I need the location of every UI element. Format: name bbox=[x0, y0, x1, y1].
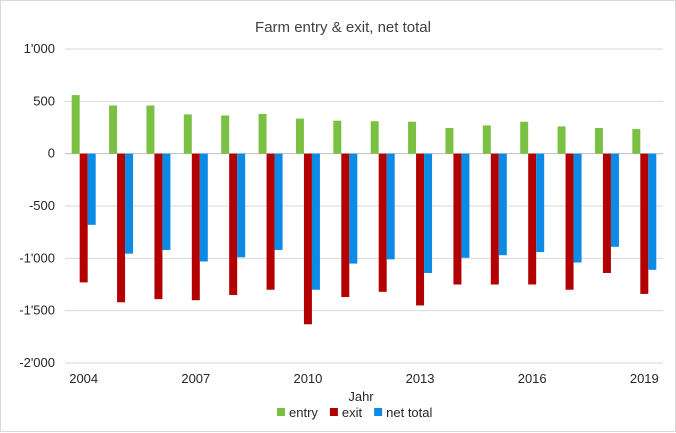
bar-entry bbox=[632, 129, 641, 154]
bar-exit bbox=[602, 153, 611, 273]
x-axis-ticks: 2004 2007 2010 2013 2016 2019 bbox=[69, 371, 659, 386]
bar-entry bbox=[71, 95, 80, 154]
bar-net-total bbox=[648, 153, 657, 270]
bar-entry bbox=[221, 115, 230, 154]
bar-net-total bbox=[87, 153, 96, 225]
legend-swatch bbox=[329, 408, 338, 416]
bar-exit bbox=[229, 153, 238, 295]
bar-net-total bbox=[573, 153, 582, 263]
bar-exit bbox=[453, 153, 462, 285]
bar-entry bbox=[183, 114, 192, 154]
legend-label: entry bbox=[289, 405, 318, 420]
y-tick-label: 0 bbox=[48, 146, 55, 161]
bar-net-total bbox=[311, 153, 320, 290]
x-tick-label: 2010 bbox=[293, 371, 322, 386]
bar-entry bbox=[295, 118, 304, 154]
bar-net-total bbox=[237, 153, 246, 258]
bar-exit bbox=[341, 153, 350, 298]
x-tick-label: 2004 bbox=[69, 371, 98, 386]
y-tick-label: -1'500 bbox=[19, 303, 55, 318]
legend-label: exit bbox=[342, 405, 363, 420]
x-axis-title: Jahr bbox=[348, 389, 374, 404]
legend-label: net total bbox=[386, 405, 432, 420]
y-tick-label: -500 bbox=[29, 198, 55, 213]
bar-net-total bbox=[424, 153, 433, 273]
bar-exit bbox=[154, 153, 163, 300]
bar-entry bbox=[333, 120, 342, 154]
bar-net-total bbox=[125, 153, 134, 254]
bar-exit bbox=[490, 153, 499, 285]
bar-exit bbox=[79, 153, 88, 283]
bar-entry bbox=[408, 121, 417, 154]
y-tick-label: -1'000 bbox=[19, 250, 55, 265]
bar-exit bbox=[565, 153, 574, 290]
bar-entry bbox=[146, 105, 155, 154]
y-axis-ticks: 1'000 500 0 -500 -1'000 -1'500 -2'000 bbox=[19, 41, 55, 370]
bar-entry bbox=[370, 121, 379, 154]
bar-net-total bbox=[498, 153, 507, 256]
bar-net-total bbox=[536, 153, 545, 253]
bar-entry bbox=[109, 105, 118, 154]
bar-net-total bbox=[199, 153, 208, 262]
y-tick-label: -2'000 bbox=[19, 355, 55, 370]
bar-net-total bbox=[386, 153, 395, 260]
bar-exit bbox=[117, 153, 126, 303]
bar-entry bbox=[482, 125, 491, 154]
bar-entry bbox=[594, 128, 603, 154]
bar-net-total bbox=[349, 153, 358, 264]
bar-entry bbox=[520, 121, 529, 154]
y-tick-label: 500 bbox=[33, 93, 55, 108]
bar-exit bbox=[528, 153, 537, 285]
bar-exit bbox=[416, 153, 425, 306]
bar-entry bbox=[258, 113, 267, 154]
bar-exit bbox=[303, 153, 312, 325]
chart-title: Farm entry & exit, net total bbox=[255, 19, 431, 36]
x-tick-label: 2019 bbox=[630, 371, 659, 386]
bar-net-total bbox=[162, 153, 171, 250]
bar-exit bbox=[191, 153, 200, 301]
bar-net-total bbox=[610, 153, 619, 247]
bar-net-total bbox=[461, 153, 470, 258]
bar-exit bbox=[640, 153, 649, 294]
x-tick-label: 2013 bbox=[406, 371, 435, 386]
bar-entry bbox=[557, 126, 566, 154]
legend-swatch bbox=[374, 408, 383, 416]
x-tick-label: 2016 bbox=[518, 371, 547, 386]
legend-swatch bbox=[277, 408, 285, 416]
bar-entry bbox=[445, 128, 454, 154]
bars bbox=[71, 95, 657, 325]
y-tick-label: 1'000 bbox=[24, 41, 55, 56]
bar-exit bbox=[266, 153, 275, 290]
bar-net-total bbox=[274, 153, 283, 250]
bar-exit bbox=[378, 153, 387, 292]
legend: entry exit net total bbox=[277, 405, 433, 420]
x-tick-label: 2007 bbox=[181, 371, 210, 386]
